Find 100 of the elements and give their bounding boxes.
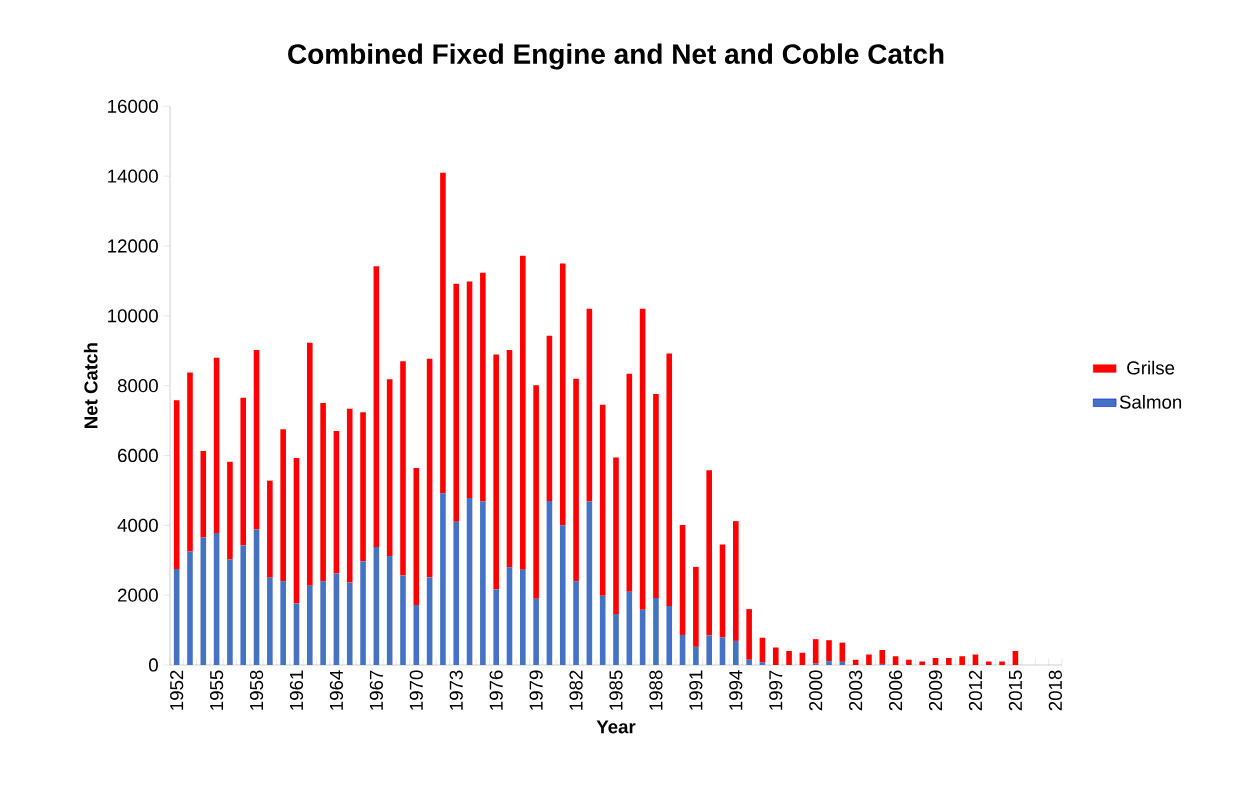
bar <box>493 589 499 665</box>
y-tick-label: 8000 <box>117 379 158 393</box>
y-tick-label: 0 <box>148 658 158 672</box>
bar <box>333 431 340 574</box>
y-tick-label: 16000 <box>108 99 158 113</box>
bar <box>533 598 539 665</box>
bar <box>573 581 579 665</box>
x-tick-label: 1985 <box>609 670 623 710</box>
bar <box>733 640 739 665</box>
bar <box>240 545 247 665</box>
bar <box>227 461 233 560</box>
bar <box>746 609 752 660</box>
bar <box>826 640 832 662</box>
x-tick-label: 1997 <box>769 670 783 710</box>
bar <box>706 470 712 636</box>
bar <box>613 457 619 615</box>
x-tick-label: 1979 <box>529 670 543 710</box>
bar <box>493 354 499 590</box>
bar <box>946 658 952 665</box>
bar <box>280 581 286 665</box>
x-tick-label: 2012 <box>968 670 983 711</box>
bar <box>573 378 579 582</box>
x-tick-label: 1988 <box>649 670 663 710</box>
bar <box>346 582 353 665</box>
y-tick-label: 14000 <box>108 169 158 183</box>
bar <box>666 353 673 606</box>
bar <box>959 656 965 665</box>
bar <box>320 403 326 582</box>
bar <box>533 385 539 599</box>
bar <box>400 361 406 576</box>
bar <box>733 521 739 641</box>
bar <box>866 654 872 665</box>
bar <box>320 581 326 665</box>
x-tick-label: 1964 <box>329 670 344 710</box>
bar <box>1012 651 1019 665</box>
bar <box>306 342 313 586</box>
bar <box>240 397 247 546</box>
bar <box>187 372 193 552</box>
bar <box>653 394 659 598</box>
bar <box>440 172 446 494</box>
legend-label: Grilse <box>1127 360 1175 375</box>
bar <box>440 493 446 665</box>
bar <box>746 659 752 665</box>
bar <box>520 255 526 570</box>
x-tick-label: 2009 <box>928 670 943 711</box>
bar <box>759 662 766 665</box>
bar <box>772 647 779 665</box>
bar <box>653 597 659 665</box>
bar <box>826 661 832 665</box>
chart-title: Combined Fixed Engine and Net and Coble Catch <box>288 43 944 70</box>
x-tick-label: 1952 <box>170 670 184 710</box>
y-axis-title: Net Catch <box>83 343 98 428</box>
x-tick-label: 1961 <box>289 670 304 710</box>
bar <box>999 661 1005 665</box>
bar <box>520 569 526 665</box>
bar <box>812 639 819 664</box>
x-tick-label: 2000 <box>809 670 823 711</box>
bar <box>693 566 699 647</box>
bar <box>480 501 486 665</box>
bar <box>666 605 673 665</box>
bar <box>200 537 207 665</box>
x-axis-title: Year <box>596 720 636 734</box>
y-tick-label: 6000 <box>118 448 158 463</box>
bar <box>187 551 193 665</box>
x-tick-label: 1973 <box>449 670 463 710</box>
bar <box>786 651 792 665</box>
bar <box>453 283 460 522</box>
bar <box>693 646 699 665</box>
y-tick-label: 4000 <box>117 518 158 532</box>
bar <box>280 429 286 582</box>
bar <box>360 412 366 562</box>
bar <box>306 585 313 665</box>
bar <box>613 614 619 665</box>
bar <box>426 577 433 665</box>
x-tick-label: 1967 <box>369 670 383 710</box>
bar <box>200 450 207 538</box>
bar <box>400 575 406 665</box>
bar <box>559 263 566 526</box>
x-tick-label: 1994 <box>729 670 743 710</box>
y-tick-label: 10000 <box>108 309 158 323</box>
x-tick-label: 1982 <box>569 670 583 710</box>
y-tick-label: 12000 <box>108 239 158 253</box>
bar <box>879 649 886 664</box>
bar <box>892 656 899 665</box>
x-tick-label: 1958 <box>249 670 264 710</box>
bar <box>719 637 726 665</box>
bar <box>173 400 180 569</box>
bar <box>932 658 939 665</box>
x-tick-label: 2006 <box>888 670 903 711</box>
bar <box>919 661 926 665</box>
x-tick-label: 2015 <box>1008 670 1023 711</box>
bar <box>453 521 460 665</box>
x-tick-label: 1976 <box>489 670 503 710</box>
bar <box>267 480 273 578</box>
bar <box>360 561 366 665</box>
x-tick-label: 2018 <box>1048 670 1062 711</box>
bar <box>227 559 233 665</box>
bar <box>346 408 353 583</box>
bar <box>293 457 300 604</box>
bar <box>906 659 912 665</box>
